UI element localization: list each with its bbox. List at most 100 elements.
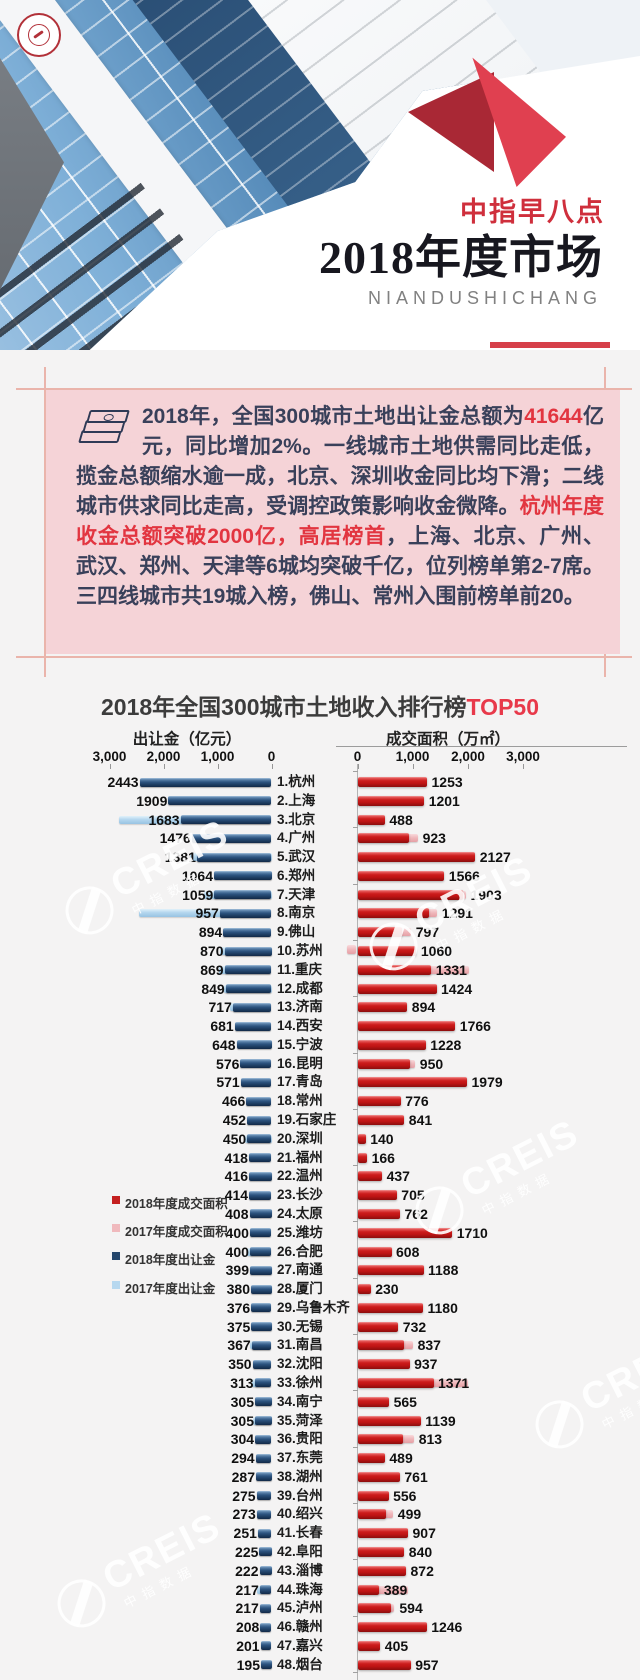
area-value-label: 230: [375, 1281, 399, 1298]
area-2018-bar: [358, 946, 417, 957]
area-value-label: 405: [384, 1637, 409, 1654]
right-axis-top-rule: [336, 746, 627, 747]
fee-2017-bar: [139, 909, 272, 918]
area-value-label: 437: [386, 1168, 410, 1185]
fee-2018-bar: [256, 1509, 272, 1519]
city-label: 14.西安: [277, 1018, 323, 1034]
fee-value-label: 681: [210, 1018, 234, 1035]
city-label: 43.淄博: [277, 1562, 323, 1578]
area-2018-bar: [358, 889, 463, 900]
fee-2018-bar: [214, 890, 272, 900]
right-axis-stub: [352, 996, 358, 998]
area-value-label: 797: [415, 924, 440, 941]
fee-2018-bar: [224, 946, 272, 956]
area-2018-bar: [358, 1565, 406, 1576]
city-label: 13.济南: [277, 999, 323, 1015]
fee-2018-bar: [232, 1002, 272, 1012]
area-value-label: 565: [393, 1393, 417, 1410]
area-value-label: 608: [396, 1243, 420, 1260]
city-label: 1.杭州: [277, 774, 316, 789]
frame-line-top: [16, 388, 632, 390]
area-2018-bar: [358, 1284, 371, 1295]
city-label: 39.台州: [277, 1487, 323, 1503]
area-value-label: 837: [417, 1337, 441, 1354]
fee-value-label: 217: [235, 1600, 259, 1617]
fee-2018-bar: [259, 1585, 272, 1595]
right-axis-stub: [352, 1615, 358, 1617]
fee-value-label: 305: [230, 1412, 254, 1429]
fee-2018-bar: [260, 1622, 272, 1632]
summary-segment: ，上海、北京、广州、武汉、郑州、天津等6城均突破千亿，位列榜单第2-7席。三四线…: [76, 525, 604, 608]
fee-value-label: 375: [226, 1318, 251, 1335]
city-label: 48.烟台: [277, 1656, 323, 1672]
area-value-label: 1139: [425, 1412, 456, 1429]
fee-value-label: 275: [232, 1487, 256, 1504]
area-2018-bar: [358, 964, 432, 975]
watermark-subtext: 中指数据: [479, 1168, 558, 1219]
area-2018-bar: [358, 1077, 467, 1088]
legend-label: 2018年度出让金: [125, 1253, 216, 1268]
fee-2018-bar: [240, 1059, 272, 1069]
city-label: 24.太原: [277, 1205, 323, 1221]
area-value-label: 872: [410, 1562, 434, 1579]
area-2018-bar: [358, 1227, 453, 1238]
area-2017-notch: [347, 945, 356, 955]
city-label: 2.上海: [277, 792, 316, 808]
fee-value-label: 869: [200, 961, 224, 978]
right-axis-tick-mark: [412, 764, 414, 769]
fee-value-label: 225: [235, 1543, 259, 1560]
legend-swatch: [112, 1196, 120, 1204]
area-2018-bar: [358, 852, 476, 863]
left-axis-label: 出让金（亿元）: [132, 731, 242, 748]
fee-value-label: 195: [236, 1656, 260, 1673]
fee-value-label: 418: [224, 1149, 248, 1166]
fee-value-label: 1683: [148, 811, 180, 828]
right-axis-stub: [352, 1052, 358, 1054]
area-value-label: 937: [414, 1356, 438, 1373]
fee-2018-bar: [255, 1434, 272, 1444]
fee-2018-bar: [219, 908, 272, 918]
city-label: 12.成都: [277, 980, 323, 996]
city-label: 5.武汉: [277, 849, 316, 865]
fee-2018-bar: [139, 777, 272, 787]
area-value-label: 923: [422, 830, 446, 847]
legend-label: 2017年度成交面积: [125, 1225, 228, 1240]
area-2018-bar: [358, 1396, 390, 1407]
right-axis-tick-mark: [357, 764, 359, 769]
creis-watermark: CREIS 中指数据: [405, 1112, 592, 1246]
left-axis-tick-mark: [163, 764, 165, 769]
fee-2018-bar: [254, 1378, 272, 1388]
area-2018-bar: [358, 814, 385, 825]
area-2018-bar: [358, 1490, 389, 1501]
city-label: 15.宁波: [277, 1036, 323, 1052]
fee-value-label: 400: [225, 1243, 249, 1260]
area-2018-bar: [358, 1509, 386, 1520]
fee-value-label: 416: [224, 1168, 248, 1185]
area-value-label: 389: [383, 1581, 408, 1598]
area-2018-bar: [358, 1096, 401, 1107]
right-axis-tick: 2,000: [451, 749, 485, 764]
area-2018-bar: [358, 777, 427, 787]
area-2018-bar: [358, 1021, 456, 1032]
fee-value-label: 313: [230, 1374, 254, 1391]
fee-2018-bar: [234, 1021, 272, 1031]
fee-value-label: 367: [227, 1337, 251, 1354]
right-axis-stub: [352, 1390, 358, 1392]
right-axis-tick-mark: [523, 764, 524, 769]
area-2018-bar: [358, 1058, 411, 1069]
fee-2018-bar: [255, 1453, 272, 1463]
fee-2018-bar: [250, 1265, 272, 1275]
area-value-label: 1710: [456, 1224, 488, 1241]
city-label: 23.长沙: [277, 1187, 323, 1203]
fee-value-label: 217: [235, 1581, 259, 1598]
fee-2018-bar: [225, 984, 272, 994]
area-2018-bar: [358, 1640, 381, 1651]
area-2018-bar: [358, 1265, 424, 1276]
right-axis-tick: 3,000: [506, 749, 540, 764]
city-label: 32.沈阳: [277, 1356, 323, 1372]
area-2018-bar: [358, 1246, 392, 1257]
city-label: 33.徐州: [277, 1374, 323, 1390]
area-value-label: 594: [399, 1600, 423, 1617]
city-label: 22.温州: [277, 1168, 323, 1184]
area-value-label: 705: [401, 1187, 425, 1204]
